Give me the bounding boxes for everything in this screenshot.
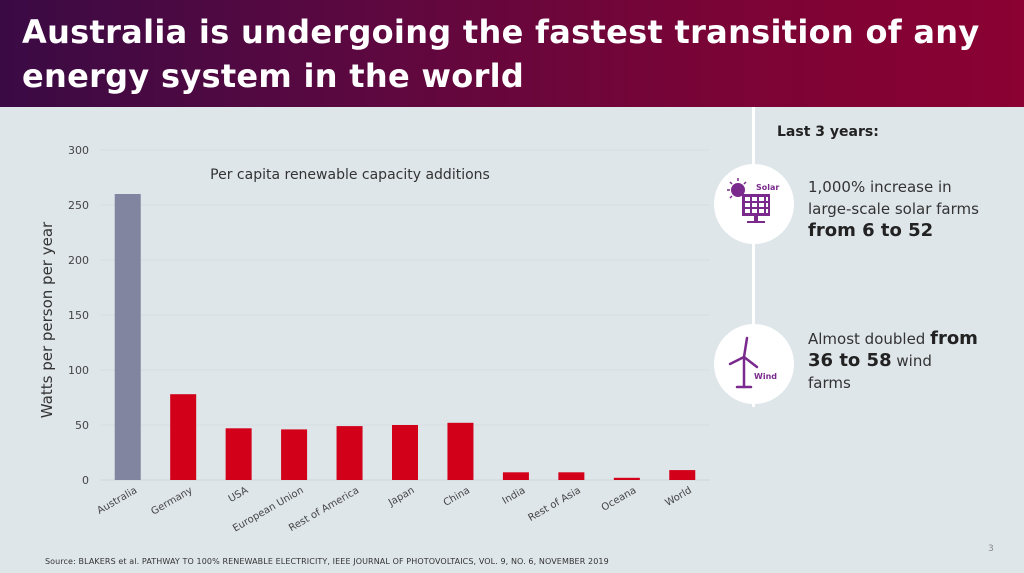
y-tick-label: 0 [82,474,89,487]
bar-germany [170,394,197,480]
solar-panel-icon: Solar [727,178,779,223]
timeline-divider [752,107,755,407]
x-tick-label: Japan [386,485,417,509]
source-citation: Source: BLAKERS et al. PATHWAY TO 100% R… [45,557,609,566]
wind-turbine-icon: Wind [728,336,777,389]
bar-japan [392,425,418,480]
x-tick-label: India [501,485,528,507]
bar-world [669,470,696,480]
bar-australia [114,194,141,480]
x-tick-label: China [442,485,472,509]
y-tick-label: 250 [68,199,89,212]
y-axis-label: Watts per person per year [38,221,56,418]
x-tick-label: USA [227,485,251,505]
bar-india [502,472,529,480]
slide-header: Australia is undergoing the fastest tran… [0,0,1024,107]
y-tick-label: 150 [68,309,89,322]
x-tick-label: Rest of Asia [526,485,582,524]
x-tick-label: Oceana [600,485,639,514]
x-tick-label: Germany [149,485,194,518]
x-tick-label: World [663,485,693,509]
bar-european-union [281,429,308,480]
wind-stat-from: from [930,328,978,349]
gridlines [100,149,710,481]
solar-stat-line1: 1,000% increase in [808,178,952,196]
solar-icon-circle: Solar [714,164,794,244]
bar-usa [225,428,252,480]
page-number: 3 [988,544,994,554]
bar-rest-of-america [336,426,363,480]
chart-title: Per capita renewable capacity additions [210,167,490,183]
sidebar-heading: Last 3 years: [777,124,879,140]
y-tick-label: 50 [75,419,89,432]
bar-china [447,422,474,480]
bar-oceana [613,477,640,480]
y-tick-label: 300 [68,144,89,157]
wind-icon-label: Wind [754,372,777,381]
wind-stat-text-a: Almost doubled [808,330,931,348]
y-tick-label: 200 [68,254,89,267]
bars [114,194,696,480]
x-tick-label: Australia [95,485,139,517]
wind-stat-range: 36 to 58 [808,350,892,371]
bar-rest-of-asia [558,472,585,480]
solar-stat-line2: large-scale solar farms [808,200,979,218]
wind-stat-text-d: wind [891,352,932,370]
wind-stat-text-e: farms [808,374,851,392]
y-tick-label: 100 [68,364,89,377]
solar-icon-label: Solar [756,183,779,192]
solar-stat: 1,000% increase in large-scale solar far… [808,176,1008,242]
wind-stat: Almost doubled from 36 to 58 wind farms [808,328,1008,394]
wind-icon-circle: Wind [714,324,794,404]
slide-title: Australia is undergoing the fastest tran… [22,13,980,95]
bar-chart: 0 50 100 150 200 250 300 Australia Germany USA Eu… [0,107,720,547]
solar-stat-highlight: from 6 to 52 [808,220,934,241]
y-tick-labels: 0 50 100 150 200 250 300 [68,144,89,487]
